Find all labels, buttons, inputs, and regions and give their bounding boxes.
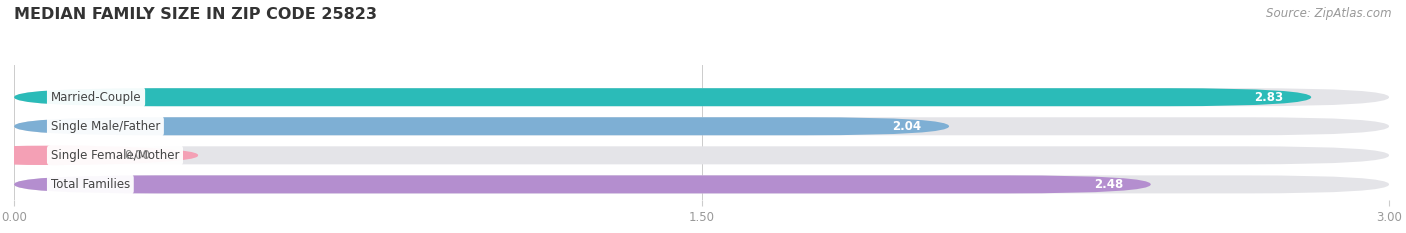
- Circle shape: [0, 146, 197, 164]
- Text: 2.04: 2.04: [893, 120, 921, 133]
- Text: MEDIAN FAMILY SIZE IN ZIP CODE 25823: MEDIAN FAMILY SIZE IN ZIP CODE 25823: [14, 7, 377, 22]
- Text: 0.00: 0.00: [124, 149, 150, 162]
- Text: Source: ZipAtlas.com: Source: ZipAtlas.com: [1267, 7, 1392, 20]
- Text: Single Female/Mother: Single Female/Mother: [51, 149, 179, 162]
- FancyBboxPatch shape: [14, 88, 1389, 106]
- Text: Total Families: Total Families: [51, 178, 129, 191]
- Text: 2.48: 2.48: [1094, 178, 1123, 191]
- FancyBboxPatch shape: [14, 175, 1389, 193]
- Text: 2.83: 2.83: [1254, 91, 1284, 104]
- FancyBboxPatch shape: [14, 88, 1312, 106]
- Text: Married-Couple: Married-Couple: [51, 91, 142, 104]
- FancyBboxPatch shape: [14, 117, 949, 135]
- FancyBboxPatch shape: [14, 117, 1389, 135]
- Text: Single Male/Father: Single Male/Father: [51, 120, 160, 133]
- FancyBboxPatch shape: [14, 146, 1389, 164]
- FancyBboxPatch shape: [14, 175, 1150, 193]
